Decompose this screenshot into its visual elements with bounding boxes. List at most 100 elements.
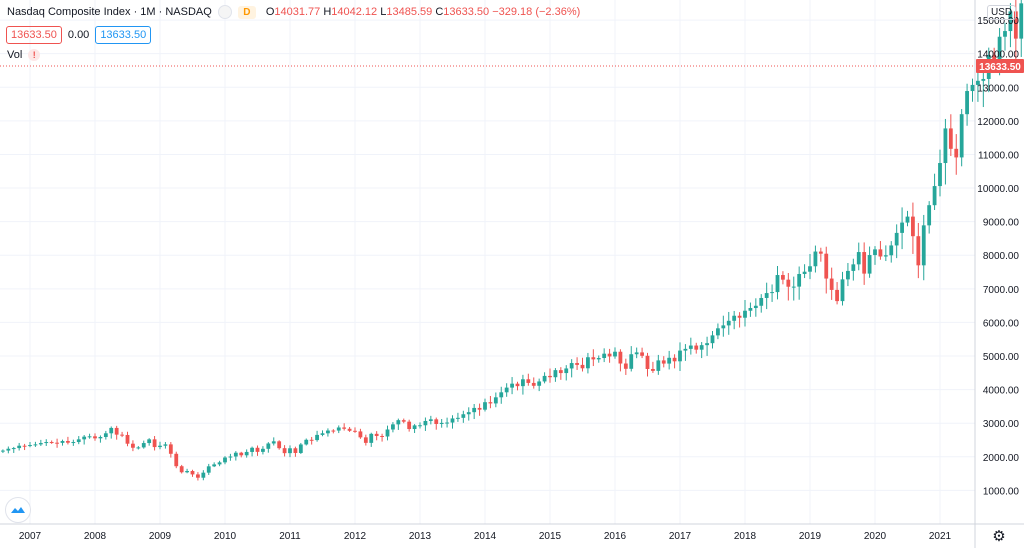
candle-body[interactable] [483,402,487,410]
candle[interactable] [6,446,11,454]
candle-body[interactable] [423,420,428,426]
candle-body[interactable] [721,325,726,329]
candle-body[interactable] [28,445,32,447]
candle[interactable] [591,349,596,367]
candle[interactable] [131,440,135,452]
candle[interactable] [66,436,70,445]
candle[interactable] [255,445,260,456]
candle[interactable] [948,114,953,157]
candle-body[interactable] [109,427,114,434]
candle-body[interactable] [369,433,374,443]
candle[interactable] [623,358,628,375]
candle[interactable] [867,246,872,278]
candle[interactable] [60,439,65,446]
candle[interactable] [558,367,563,380]
candle-body[interactable] [629,354,634,369]
candle-body[interactable] [1008,11,1013,32]
candle[interactable] [293,446,298,457]
candle[interactable] [98,435,103,443]
candle[interactable] [87,433,92,439]
candle-body[interactable] [510,383,514,388]
candle[interactable] [916,222,921,279]
candle-body[interactable] [1,450,5,452]
candle[interactable] [304,438,309,446]
candle-body[interactable] [889,245,894,256]
candle[interactable] [927,201,932,234]
candle-body[interactable] [60,441,65,443]
candle-body[interactable] [493,397,498,404]
delayed-badge[interactable]: D [237,5,256,19]
symbol-title[interactable]: Nasdaq Composite Index · 1M · NASDAQ [7,6,212,18]
candle-body[interactable] [271,441,276,444]
candle-body[interactable] [688,345,693,349]
tradingview-cloud-icon[interactable] [5,497,31,523]
candle[interactable] [965,83,969,126]
candle-body[interactable] [558,370,563,374]
candle[interactable] [921,214,926,281]
candle-body[interactable] [591,357,596,360]
candle[interactable] [613,347,617,359]
candle[interactable] [11,446,16,453]
candle-body[interactable] [710,335,715,344]
candle-body[interactable] [743,310,747,318]
candle-body[interactable] [521,379,525,387]
candle-body[interactable] [737,315,742,318]
candle-body[interactable] [212,464,217,467]
candle[interactable] [385,425,390,441]
candle[interactable] [716,323,720,340]
candle[interactable] [510,377,514,395]
candle[interactable] [835,282,839,305]
candle-body[interactable] [488,402,493,404]
candle-body[interactable] [678,350,682,362]
candle[interactable] [401,418,406,424]
candle-body[interactable] [553,370,558,378]
candle[interactable] [553,368,558,382]
candle-body[interactable] [196,474,200,478]
candle-body[interactable] [331,430,336,432]
candle[interactable] [466,407,471,421]
candle-body[interactable] [753,305,758,309]
candle[interactable] [212,462,217,468]
candle[interactable] [1003,22,1007,51]
candle-body[interactable] [602,353,607,359]
candle[interactable] [900,207,904,250]
candle[interactable] [439,418,444,428]
candle-body[interactable] [6,448,11,451]
candle-body[interactable] [661,360,666,364]
candle[interactable] [358,428,363,439]
price-axis-labels[interactable]: 1000.00 2000.00 3000.00 4000.00 5000.00 6000.… [977,16,1019,497]
candle-body[interactable] [683,348,688,351]
candle-body[interactable] [163,444,168,446]
candle-body[interactable] [716,328,720,336]
candle[interactable] [201,470,206,481]
candle[interactable] [656,354,661,375]
candle[interactable] [363,434,368,446]
candle-body[interactable] [391,424,395,430]
candle-body[interactable] [445,422,449,424]
candle[interactable] [407,419,412,432]
candle[interactable] [423,417,428,431]
candle[interactable] [851,258,856,281]
candle[interactable] [369,432,374,447]
candle[interactable] [688,337,693,355]
candle[interactable] [428,415,433,425]
candle-body[interactable] [997,36,1002,63]
candle-body[interactable] [461,414,466,418]
candle-body[interactable] [98,436,103,439]
candle-body[interactable] [158,445,162,448]
candle[interactable] [331,429,336,434]
candle-body[interactable] [407,421,412,430]
candle[interactable] [158,441,162,450]
candle-body[interactable] [141,443,146,448]
candle-body[interactable] [759,297,764,306]
candle-body[interactable] [456,417,460,419]
candle-body[interactable] [672,357,677,362]
candle-body[interactable] [418,425,422,427]
candle[interactable] [829,267,834,300]
candle[interactable] [282,445,287,457]
candle-body[interactable] [499,392,504,398]
candle-body[interactable] [781,275,785,280]
candle-body[interactable] [250,447,254,452]
candle-body[interactable] [938,163,942,187]
